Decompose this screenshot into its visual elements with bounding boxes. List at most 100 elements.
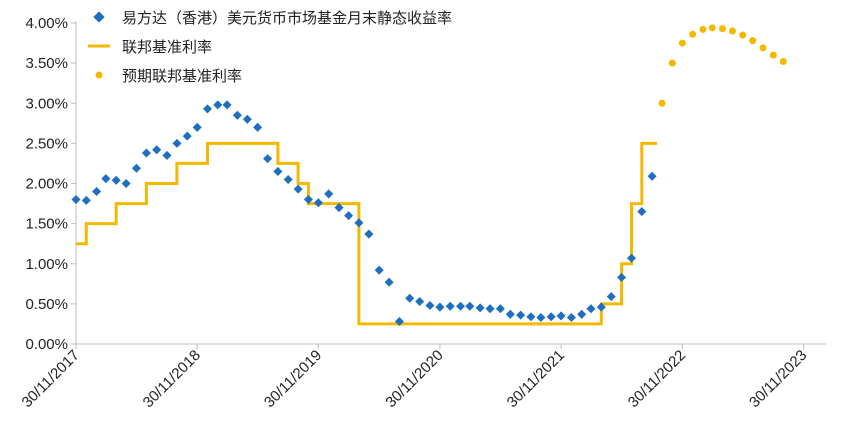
fund-yield-point <box>516 310 526 320</box>
fund-yield-point <box>647 171 657 181</box>
projected-rate-point <box>678 39 686 47</box>
legend-item-fed: 联邦基准利率 <box>88 38 212 56</box>
fund-yield-point <box>435 302 445 312</box>
fund-yield-point <box>637 207 647 217</box>
legend: 易方达（香港）美元货币市场基金月末静态收益率 联邦基准利率 预期联邦基准利率 <box>88 9 452 85</box>
y-axis-ticks: 0.00% 0.50% 1.00% 1.50% 2.00% 2.50% 3.00% 3.50%… <box>25 15 76 353</box>
projected-rate-point <box>779 58 787 66</box>
x-axis-ticks: 30/11/2017 30/11/2018 30/11/2019 30/11/2020… <box>19 344 810 411</box>
fund-yield-point <box>455 301 466 311</box>
x-tick-label: 30/11/2023 <box>746 347 810 411</box>
fund-yield-point <box>152 145 162 155</box>
fund-yield-point <box>344 211 354 221</box>
legend-marker-dot <box>95 71 103 79</box>
fund-yield-point <box>364 229 374 239</box>
fund-yield-point <box>556 311 566 321</box>
y-tick-label: 1.50% <box>25 216 68 233</box>
fund-yield-point <box>617 272 627 282</box>
fund-yield-point <box>566 312 576 323</box>
fund-yield-point <box>202 104 213 114</box>
projected-rate-point <box>689 30 697 38</box>
fund-yield-point <box>485 304 495 314</box>
fund-yield-point <box>405 293 415 303</box>
fund-yield-point <box>213 100 223 110</box>
fund-yield-point <box>505 309 515 319</box>
fund-yield-point <box>546 312 556 322</box>
fund-yield-point <box>92 186 102 197</box>
fund-yield-point <box>465 301 475 311</box>
x-tick-label: 30/11/2018 <box>140 347 204 411</box>
fund-yield-point <box>293 184 303 194</box>
y-tick-label: 3.50% <box>25 55 68 72</box>
fund-yield-point <box>425 300 435 311</box>
fund-yield-point <box>131 163 141 173</box>
projected-rate-point <box>699 25 707 33</box>
fund-yield-point <box>475 303 485 313</box>
fed-rate-series <box>76 141 658 326</box>
fund-yield-point <box>141 148 151 158</box>
fed-rate-line <box>76 141 658 326</box>
fund-yield-point <box>172 138 182 148</box>
fund-yield-point <box>586 304 596 314</box>
fund-yield-point <box>324 189 334 199</box>
x-tick-label: 30/11/2017 <box>19 347 83 411</box>
fund-yield-point <box>242 114 252 124</box>
legend-label-fed: 联邦基准利率 <box>122 38 212 56</box>
projected-rate-point <box>739 31 747 39</box>
projected-rate-point <box>668 59 676 67</box>
fund-yield-point <box>526 312 536 322</box>
fund-yield-point <box>283 174 293 185</box>
projected-rate-point <box>759 44 767 52</box>
fund-yield-point <box>313 198 323 208</box>
legend-marker-diamond <box>93 11 105 23</box>
y-tick-label: 2.50% <box>25 135 68 152</box>
y-tick-label: 2.00% <box>25 176 68 193</box>
y-tick-label: 3.00% <box>25 95 68 112</box>
x-tick-label: 30/11/2022 <box>625 347 689 411</box>
fund-yield-point <box>627 253 637 263</box>
legend-label-fund: 易方达（香港）美元货币市场基金月末静态收益率 <box>122 9 452 27</box>
y-tick-label: 0.50% <box>25 296 68 313</box>
y-tick-label: 1.00% <box>25 256 68 273</box>
projected-rate-point <box>658 99 666 107</box>
fund-yield-point <box>606 292 616 302</box>
fund-yield-point <box>232 110 242 120</box>
fund-yield-point <box>415 296 425 306</box>
x-tick-label: 30/11/2020 <box>382 347 446 411</box>
fund-yield-point <box>182 131 192 141</box>
fund-yield-point <box>374 265 384 275</box>
fund-yield-point <box>596 302 606 312</box>
legend-item-fund: 易方达（香港）美元货币市场基金月末静态收益率 <box>93 9 452 27</box>
fund-yield-point <box>253 122 263 132</box>
legend-label-projection: 预期联邦基准利率 <box>122 67 242 85</box>
fund-yield-point <box>384 277 394 287</box>
x-tick-label: 30/11/2021 <box>504 347 568 411</box>
fund-yield-point <box>111 175 121 185</box>
y-tick-label: 4.00% <box>25 15 68 32</box>
projected-rate-point <box>749 37 757 45</box>
fund-yield-point <box>121 178 131 189</box>
fund-yield-point <box>222 100 232 110</box>
fund-yield-point <box>445 301 455 311</box>
fund-yield-point <box>273 166 283 176</box>
fund-yield-point <box>162 150 172 160</box>
x-tick-label: 30/11/2019 <box>261 347 325 411</box>
fund-yield-point <box>81 195 91 205</box>
projected-rate-point <box>708 24 716 32</box>
projected-rate-point <box>769 51 777 59</box>
fund-yield-point <box>263 154 273 164</box>
legend-item-projection: 预期联邦基准利率 <box>95 67 242 85</box>
fund-yield-point <box>101 174 111 184</box>
fund-yield-series <box>71 100 657 327</box>
fund-yield-point <box>71 195 81 205</box>
projected-rate-point <box>719 25 727 33</box>
y-tick-label: 0.00% <box>25 336 68 353</box>
fund-yield-point <box>536 312 546 323</box>
projected-fed-rate-series <box>658 24 787 107</box>
fund-yield-point <box>192 122 202 132</box>
fund-yield-point <box>495 304 505 314</box>
fund-yield-point <box>354 218 364 228</box>
fund-yield-point <box>577 309 587 319</box>
projected-rate-point <box>728 27 736 35</box>
